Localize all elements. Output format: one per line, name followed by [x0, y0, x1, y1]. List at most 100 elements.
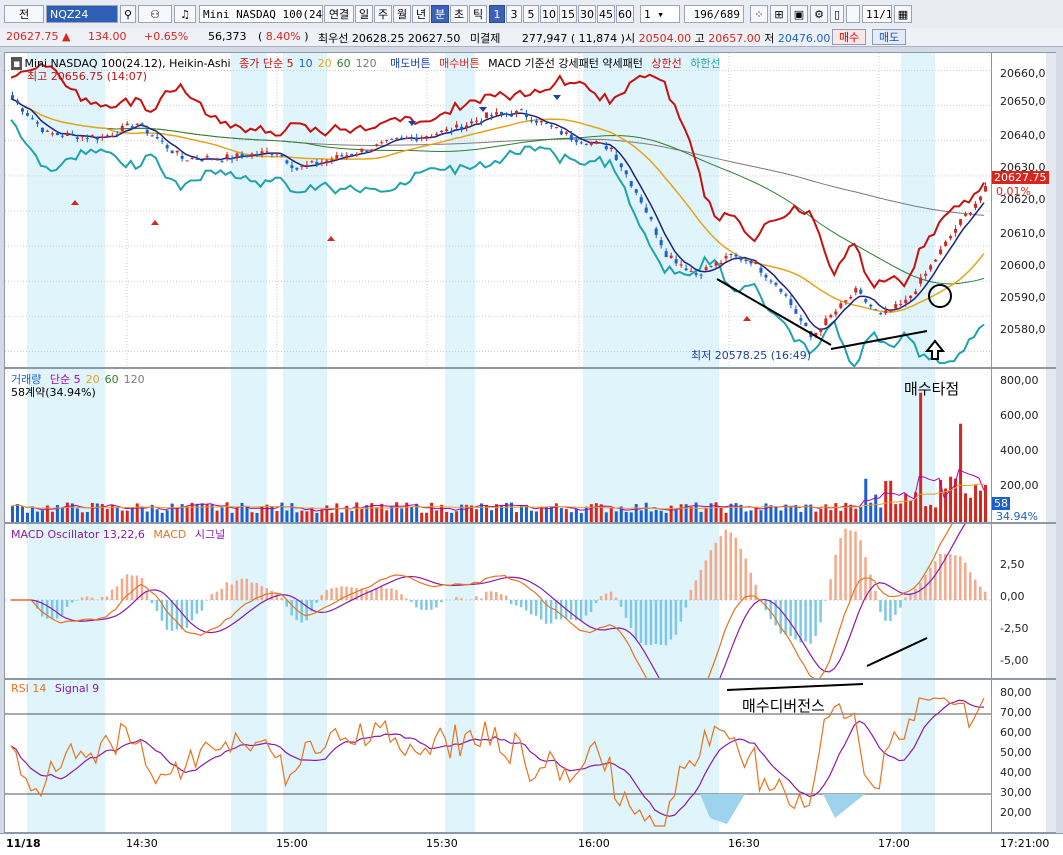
candle	[769, 281, 772, 282]
macd-histogram-bar	[824, 600, 827, 601]
legend-upper: 상한선	[651, 57, 681, 70]
candle	[126, 124, 129, 126]
macd-histogram-bar	[929, 568, 932, 600]
dots-icon[interactable]: ⁘	[750, 5, 768, 23]
macd-histogram-bar	[515, 600, 518, 605]
candle	[640, 197, 643, 202]
candle	[525, 113, 528, 117]
macd-histogram-bar	[101, 597, 104, 600]
macd-histogram-bar	[879, 600, 882, 612]
date-field[interactable]: 11/18	[862, 5, 892, 23]
interval-button[interactable]: 15	[559, 5, 577, 23]
interval-button[interactable]: 30	[578, 5, 596, 23]
interval-button[interactable]: 45	[597, 5, 615, 23]
search-icon[interactable]: ⚲	[120, 5, 136, 23]
layout-icon[interactable]: ⊞	[770, 5, 788, 23]
axis-scrollbar[interactable]	[1046, 53, 1056, 367]
axis-scrollbar[interactable]	[1046, 680, 1056, 832]
volume-bar	[754, 507, 757, 523]
candle	[141, 123, 144, 124]
macd-histogram-bar	[615, 598, 618, 600]
volume-bar	[131, 508, 134, 523]
volume-bar	[156, 509, 159, 523]
volume-bar	[979, 491, 982, 523]
best-quote: 최우선 20628.25 20627.50	[318, 30, 460, 46]
candle	[171, 151, 174, 153]
volume-bar	[655, 510, 658, 523]
candle	[56, 133, 59, 135]
candle	[21, 108, 24, 111]
period-button[interactable]: 틱	[469, 5, 487, 23]
candle	[600, 143, 603, 144]
candle	[46, 131, 49, 132]
candle	[285, 160, 288, 163]
volume-bar	[974, 485, 977, 523]
interval-button[interactable]: 10	[540, 5, 558, 23]
macd-histogram-bar	[305, 600, 308, 620]
type-selector[interactable]: 전	[4, 5, 44, 23]
sell-button[interactable]: 매도	[872, 29, 906, 45]
symbol-name-field[interactable]: Mini NASDAQ 100(24.1	[199, 5, 323, 23]
macd-histogram-bar	[789, 600, 792, 636]
candle	[909, 296, 912, 298]
volume-bar	[959, 424, 962, 523]
calendar-icon[interactable]: ▦	[894, 5, 912, 23]
interval-button[interactable]: 1	[489, 5, 505, 23]
save-icon[interactable]: ▣	[790, 5, 808, 23]
candle	[335, 155, 338, 158]
period-label: 년	[416, 8, 426, 21]
y-tick-label: 0,00	[1000, 590, 1025, 603]
macd-histogram-bar	[435, 600, 438, 608]
candle	[610, 148, 613, 149]
interval-button[interactable]: 3	[506, 5, 522, 23]
candle	[884, 310, 887, 313]
volume-bar	[380, 504, 383, 523]
volume-bar	[295, 512, 298, 523]
collapse-icon[interactable]: ▯	[830, 5, 844, 23]
candle	[620, 163, 623, 167]
speaker-icon[interactable]: ♫	[174, 5, 196, 23]
volume-bar	[480, 503, 483, 523]
compare-icon[interactable]: ⚇	[138, 5, 172, 23]
date-checkbox[interactable]	[846, 5, 860, 23]
macd-histogram-bar	[700, 570, 703, 600]
gear-icon[interactable]: ⚙	[810, 5, 828, 23]
volume-bar	[560, 508, 563, 523]
candle	[670, 256, 673, 258]
period-button[interactable]: 주	[374, 5, 392, 23]
period-button[interactable]: 분	[431, 5, 449, 23]
buy-button[interactable]: 매수	[832, 29, 866, 45]
candle	[789, 299, 792, 305]
volume-bar	[804, 505, 807, 523]
period-button[interactable]: 월	[393, 5, 411, 23]
macd-histogram-bar	[894, 600, 897, 615]
candle	[615, 155, 618, 160]
period-button[interactable]: 년	[412, 5, 430, 23]
period-button[interactable]: 초	[450, 5, 468, 23]
code-input[interactable]: NQZ24	[46, 5, 118, 23]
macd-histogram-bar	[670, 600, 673, 640]
volume-bar	[829, 510, 832, 523]
volume-bar	[690, 507, 693, 523]
count-select[interactable]: 1 ▾	[640, 5, 680, 23]
candle	[450, 131, 453, 132]
period-button[interactable]: 일	[355, 5, 373, 23]
volume-bar	[260, 507, 263, 523]
session-shade	[583, 680, 719, 833]
candle	[121, 126, 124, 131]
axis-scrollbar[interactable]	[1046, 524, 1056, 678]
axis-scrollbar[interactable]	[1046, 369, 1056, 522]
candle	[515, 111, 518, 114]
time-axis-last: 17:21:00	[1000, 837, 1049, 850]
signal-label: 시그널	[195, 528, 225, 541]
interval-button[interactable]: 60	[616, 5, 634, 23]
period-button[interactable]: 연결	[324, 5, 354, 23]
macd-histogram-bar	[590, 600, 593, 612]
session-shade	[445, 369, 475, 523]
volume-bar	[290, 503, 293, 523]
volume-bar	[964, 493, 967, 523]
volume-bar	[515, 512, 518, 523]
candle	[81, 136, 84, 137]
candle	[819, 330, 822, 332]
interval-button[interactable]: 5	[523, 5, 539, 23]
